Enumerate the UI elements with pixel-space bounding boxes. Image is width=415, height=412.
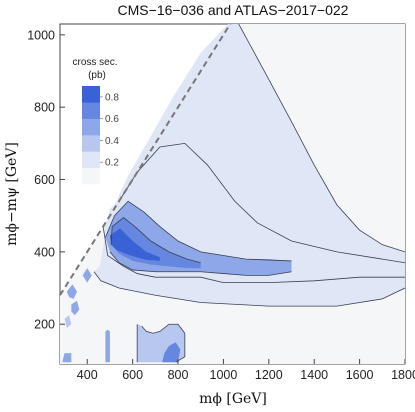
contour-line: [110, 216, 201, 264]
colorbar-swatch: [82, 135, 100, 152]
contour-line: [175, 333, 186, 363]
heat-region: [162, 342, 181, 363]
contour-line: [102, 226, 405, 284]
heat-region: [66, 284, 78, 299]
colorbar-swatch: [82, 151, 100, 168]
colorbar-tick-label: 0.6: [105, 114, 119, 125]
colorbar-swatch: [82, 86, 100, 103]
plot-area: [59, 23, 406, 365]
contour-line: [109, 251, 292, 276]
colorbar-swatch: [82, 167, 100, 185]
chart-title: CMS−16−036 and ATLAS−2017−022: [118, 2, 349, 18]
plot-inner: [60, 24, 405, 364]
colorbar-ticks: 0.2 0.4 0.6 0.8: [100, 92, 119, 169]
y-tick-label: 1000: [27, 28, 55, 42]
colorbar-unit: (pb): [88, 70, 106, 81]
contour-line: [105, 200, 292, 262]
colorbar-swatch: [82, 102, 100, 119]
boundary-dashed-line: [60, 24, 232, 296]
colorbar-legend: cross sec. (pb) 0.2 0.4 0.6 0.8: [72, 57, 119, 185]
contour-lines: [93, 24, 405, 363]
x-tick-label: 1000: [210, 368, 238, 382]
y-axis-ticks: 200 400 600 800 1000: [27, 28, 65, 332]
x-axis-label: mϕ [GeV]: [199, 391, 267, 407]
contour-line: [141, 323, 186, 334]
y-tick-label: 800: [34, 101, 55, 115]
heat-region: [105, 329, 110, 363]
y-tick-label: 400: [34, 245, 55, 259]
x-tick-label: 800: [168, 368, 189, 382]
colorbar-title: cross sec.: [72, 57, 117, 68]
colorbar-tick-label: 0.2: [105, 158, 119, 169]
colorbar-tick-label: 0.4: [105, 136, 119, 147]
x-tick-label: 600: [122, 368, 143, 382]
y-tick-label: 200: [34, 318, 55, 332]
contour-line: [118, 142, 405, 264]
x-axis-ticks: 400 600 800 1000 1200 1400 1600 1800: [77, 359, 415, 382]
x-tick-label: 400: [77, 368, 98, 382]
x-tick-label: 1800: [391, 368, 415, 382]
y-axis-label: mϕ−mψ [GeV]: [4, 142, 20, 246]
x-tick-label: 1400: [300, 368, 328, 382]
heat-region: [82, 268, 92, 283]
colorbar-swatches: [82, 86, 100, 185]
heat-region: [62, 353, 72, 363]
colorbar-swatch: [82, 118, 100, 136]
heat-region: [71, 300, 80, 316]
contour-line: [93, 271, 405, 307]
heat-region: [64, 315, 72, 328]
heat-region: [109, 228, 160, 261]
colorbar-tick-label: 0.8: [105, 92, 119, 103]
y-tick-label: 600: [34, 173, 55, 187]
contour-line: [238, 24, 405, 253]
x-tick-label: 1600: [346, 368, 374, 382]
x-tick-label: 1200: [255, 368, 283, 382]
